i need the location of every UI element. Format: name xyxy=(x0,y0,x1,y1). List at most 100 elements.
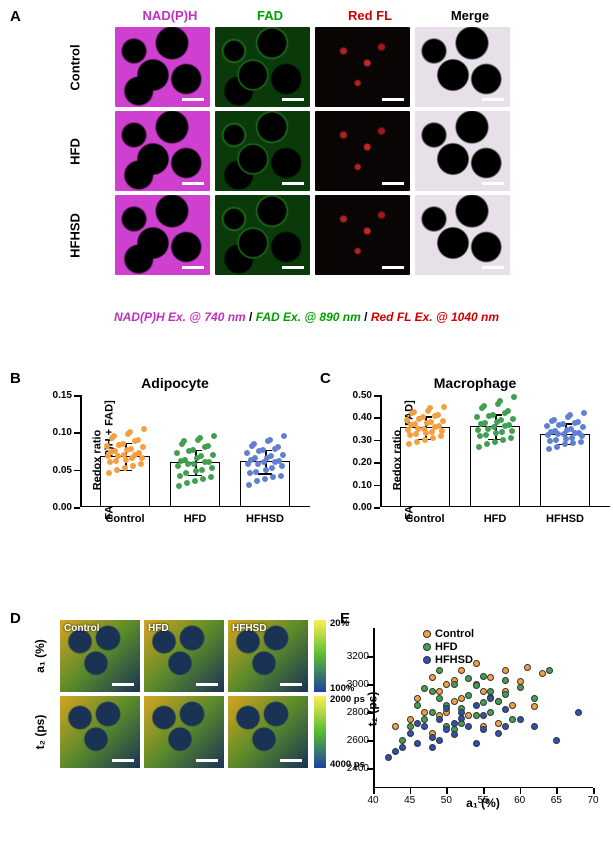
data-point xyxy=(581,410,587,416)
scatter-point xyxy=(451,681,458,688)
scatter-point xyxy=(575,709,582,716)
scatter-point xyxy=(473,740,480,747)
scatter-point xyxy=(451,720,458,727)
panel-c-title: Macrophage xyxy=(340,375,610,391)
excitation-sep-2: / xyxy=(364,310,371,324)
data-point xyxy=(208,474,214,480)
scale-bar xyxy=(382,182,404,185)
scatter-point xyxy=(414,695,421,702)
scatter-point xyxy=(517,684,524,691)
scatter-point xyxy=(480,688,487,695)
microscopy-image xyxy=(215,111,310,191)
data-point xyxy=(107,459,113,465)
scale-bar xyxy=(282,98,304,101)
scatter-point xyxy=(458,695,465,702)
data-point xyxy=(497,398,503,404)
scatter-point xyxy=(429,674,436,681)
data-point xyxy=(128,446,134,452)
data-point xyxy=(562,441,568,447)
data-point xyxy=(551,417,557,423)
flim-image: HFD xyxy=(144,620,224,692)
scatter-point xyxy=(480,712,487,719)
scatter-point xyxy=(414,720,421,727)
data-point xyxy=(200,476,206,482)
flim-image xyxy=(60,696,140,768)
scatter-point xyxy=(465,675,472,682)
row-label: Control xyxy=(68,27,83,107)
data-point xyxy=(177,473,183,479)
data-point xyxy=(138,461,144,467)
panel-a-grid: ControlHFDHFHSD xyxy=(35,23,595,275)
scatter-point xyxy=(495,698,502,705)
scatter-point xyxy=(524,664,531,671)
data-point xyxy=(244,450,250,456)
panel-b-title: Adipocyte xyxy=(40,375,310,391)
excitation-caption: NAD(P)H Ex. @ 740 nm / FAD Ex. @ 890 nm … xyxy=(0,310,613,324)
panel-c-plot: Redox ratio FAD / [NAD(P)H + FAD] 0.000.… xyxy=(380,395,610,525)
data-point xyxy=(120,441,126,447)
microscopy-image xyxy=(415,27,510,107)
data-point xyxy=(140,444,146,450)
microscopy-image xyxy=(415,111,510,191)
panel-a-col-headers: NAD(P)H FAD Red FL Merge xyxy=(120,8,595,23)
data-point xyxy=(280,452,286,458)
data-point xyxy=(104,443,110,449)
scatter-point xyxy=(407,730,414,737)
microscopy-image xyxy=(315,27,410,107)
scatter-point xyxy=(399,737,406,744)
data-point xyxy=(123,457,129,463)
legend-item: Control xyxy=(423,628,474,640)
data-point xyxy=(568,426,574,432)
scatter-point xyxy=(429,688,436,695)
data-point xyxy=(199,467,205,473)
panel-e-legend: ControlHFDHFHSD xyxy=(423,628,474,667)
data-point xyxy=(275,444,281,450)
panel-d: a₁ (%)ControlHFDHFHSD20%100%t₂ (ps)2000 … xyxy=(20,620,340,772)
data-point xyxy=(567,412,573,418)
scatter-point xyxy=(509,702,516,709)
scatter-point xyxy=(458,667,465,674)
scatter-point xyxy=(480,673,487,680)
scatter-point xyxy=(399,744,406,751)
data-point xyxy=(428,419,434,425)
scatter-point xyxy=(421,709,428,716)
data-point xyxy=(493,430,499,436)
scatter-point xyxy=(487,674,494,681)
panel-label-b: B xyxy=(10,370,21,387)
scatter-point xyxy=(473,682,480,689)
data-point xyxy=(111,433,117,439)
scatter-point xyxy=(429,734,436,741)
data-point xyxy=(181,438,187,444)
data-point xyxy=(279,463,285,469)
scatter-point xyxy=(539,670,546,677)
x-category-label: Control xyxy=(400,513,450,525)
scatter-point xyxy=(421,723,428,730)
data-point xyxy=(141,426,147,432)
data-point xyxy=(260,447,266,453)
scatter-point xyxy=(414,702,421,709)
microscopy-image xyxy=(315,195,410,275)
data-point xyxy=(508,435,514,441)
data-point xyxy=(511,394,517,400)
data-point xyxy=(440,418,446,424)
panel-label-a: A xyxy=(10,8,21,25)
data-point xyxy=(267,437,273,443)
scatter-point xyxy=(509,716,516,723)
data-point xyxy=(135,437,141,443)
scatter-point xyxy=(502,723,509,730)
row-label: HFD xyxy=(68,111,83,191)
row-label: t₂ (ps) xyxy=(33,712,47,752)
scale-bar xyxy=(182,266,204,269)
scatter-point xyxy=(443,726,450,733)
data-point xyxy=(263,467,269,473)
data-point xyxy=(190,447,196,453)
data-point xyxy=(578,439,584,445)
microscopy-image xyxy=(115,27,210,107)
data-point xyxy=(211,433,217,439)
data-point xyxy=(481,403,487,409)
data-point xyxy=(441,404,447,410)
scale-bar xyxy=(182,182,204,185)
scatter-point xyxy=(436,688,443,695)
legend-item: HFHSD xyxy=(423,654,474,666)
scatter-point xyxy=(421,716,428,723)
